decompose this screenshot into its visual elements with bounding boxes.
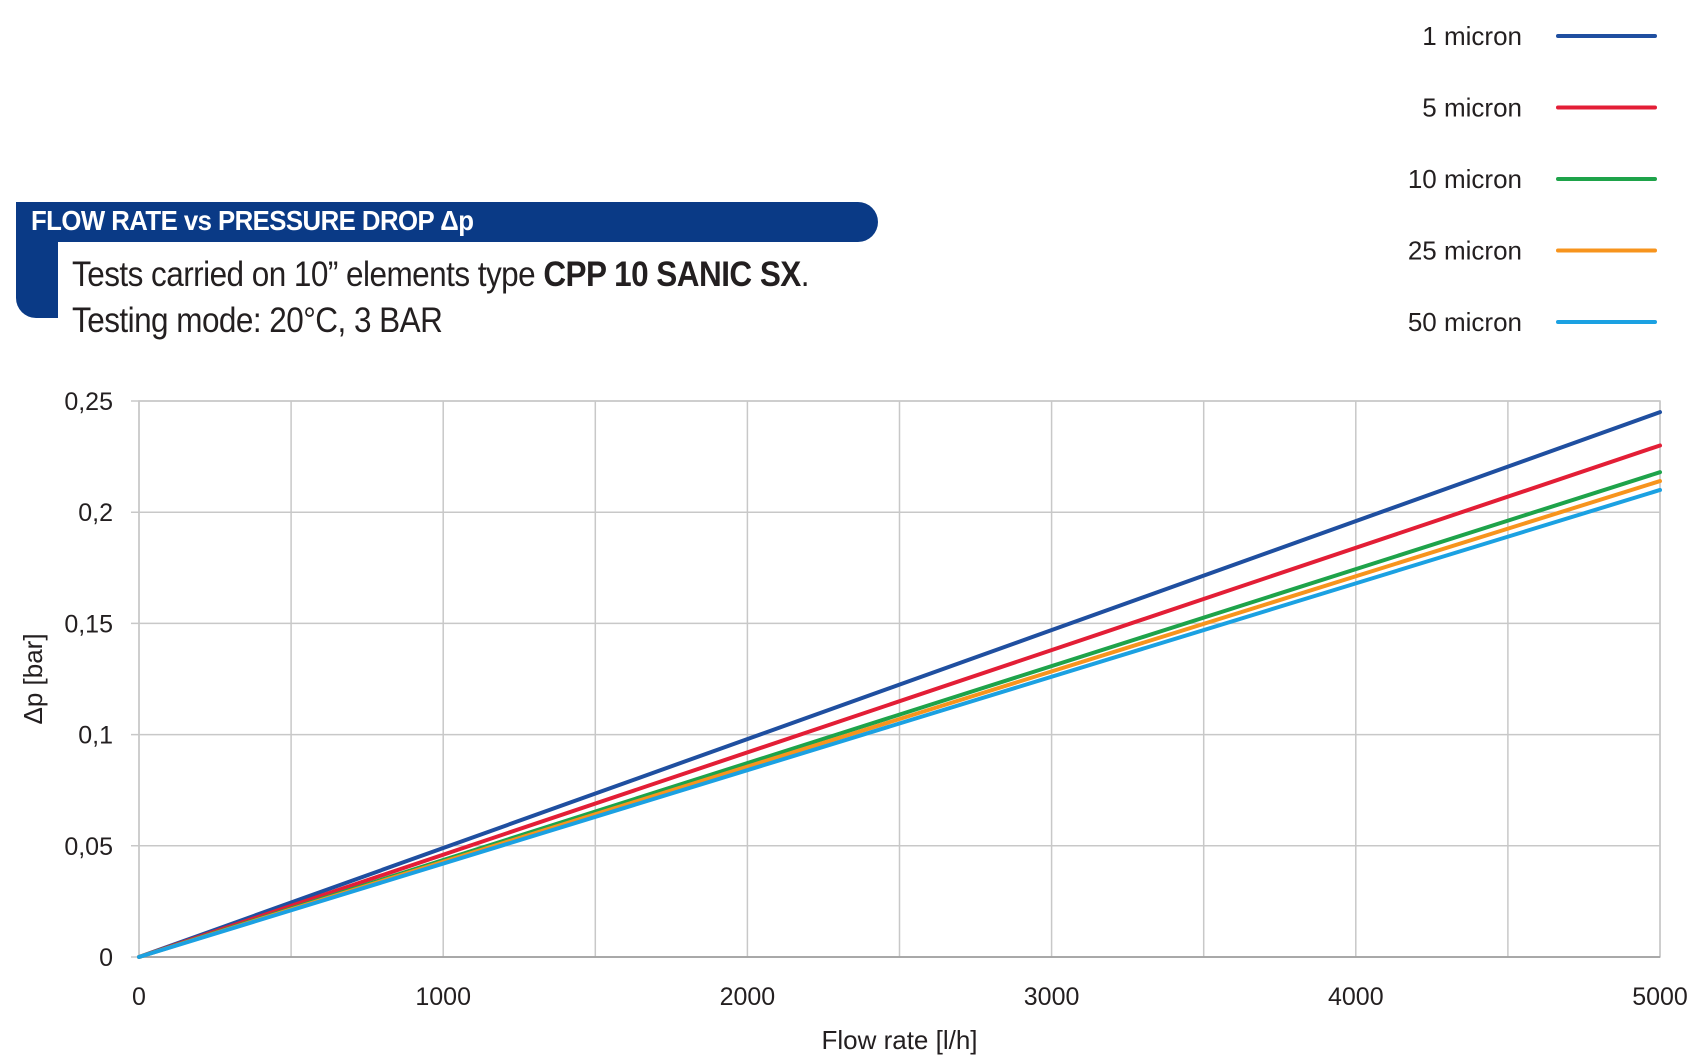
series-line <box>137 487 1662 959</box>
subtitle-suffix: . <box>800 255 810 294</box>
series-line <box>137 443 1662 959</box>
y-tick-label: 0,25 <box>64 388 113 416</box>
header-bar <box>16 202 878 242</box>
x-tick-label: 2000 <box>720 983 776 1011</box>
header-tab-decoration <box>16 236 58 318</box>
legend-label: 10 micron <box>1408 164 1522 194</box>
y-tick-label: 0,1 <box>78 722 113 750</box>
legend-label: 50 micron <box>1408 307 1522 337</box>
y-axis-title: Δp [bar] <box>18 633 48 724</box>
x-tick-label: 3000 <box>1024 983 1080 1011</box>
y-tick-label: 0,15 <box>64 610 113 638</box>
subtitle-line-1: Tests carried on 10” elements type CPP 1… <box>72 255 810 295</box>
legend-label: 5 micron <box>1422 93 1522 123</box>
chart-title: FLOW RATE vs PRESSURE DROP Δp <box>31 205 474 236</box>
series-line <box>137 410 1662 959</box>
subtitle-prefix: Tests carried on 10” elements type <box>72 255 544 294</box>
x-axis-title: Flow rate [l/h] <box>821 1025 977 1055</box>
x-tick-label: 5000 <box>1632 983 1688 1011</box>
legend-label: 25 micron <box>1408 236 1522 266</box>
y-tick-label: 0,05 <box>64 833 113 861</box>
subtitle-line-2: Testing mode: 20°C, 3 BAR <box>72 301 443 340</box>
x-tick-label: 1000 <box>415 983 471 1011</box>
x-tick-label: 0 <box>132 983 146 1011</box>
y-tick-label: 0 <box>99 944 113 972</box>
legend-label: 1 micron <box>1422 21 1522 51</box>
y-tick-label: 0,2 <box>78 499 113 527</box>
subtitle-product: CPP 10 SANIC SX <box>543 255 801 294</box>
x-tick-label: 4000 <box>1328 983 1384 1011</box>
